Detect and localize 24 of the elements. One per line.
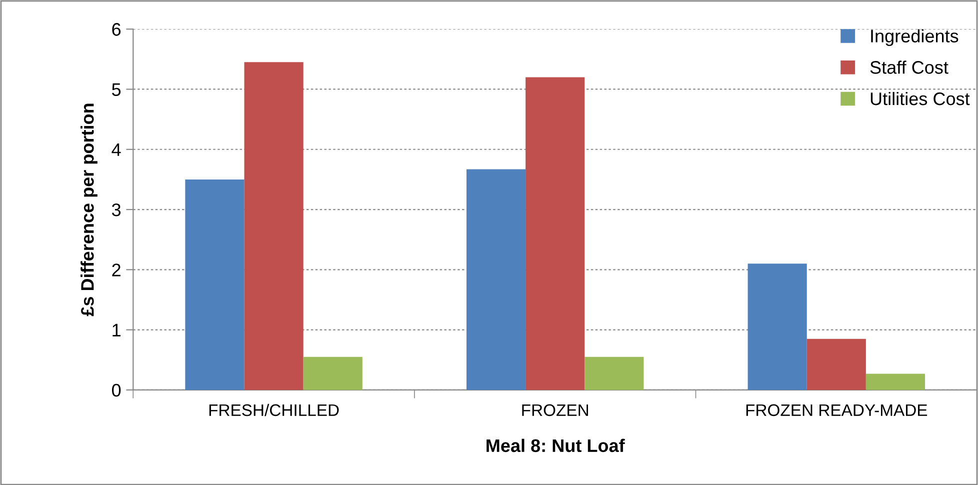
bar <box>244 62 304 390</box>
bar <box>584 356 644 390</box>
y-tick-label: 5 <box>112 83 121 96</box>
bar <box>866 374 925 390</box>
bar <box>303 356 362 390</box>
x-tick-label: FRESH/CHILLED <box>209 404 339 416</box>
x-tick-label: FROZEN READY-MADE <box>746 404 928 416</box>
y-tick-label: 2 <box>112 264 120 276</box>
legend-label: Ingredients <box>871 29 958 46</box>
x-tick-label: FROZEN <box>522 404 588 416</box>
y-tick-label: 4 <box>112 144 121 156</box>
bar <box>466 169 526 390</box>
bar <box>185 179 244 390</box>
y-tick-label: 6 <box>112 23 121 36</box>
legend-label: Staff Cost <box>870 60 948 74</box>
y-tick-label: 1 <box>112 324 120 336</box>
y-axis-title: £s Difference per portion <box>80 104 98 316</box>
bar <box>526 77 585 390</box>
x-axis-title: Meal 8: Nut Loaf <box>486 438 625 452</box>
y-tick-label: 0 <box>112 384 121 397</box>
bar <box>748 264 807 390</box>
bar <box>806 338 866 390</box>
y-tick-label: 3 <box>112 203 121 216</box>
legend-label: Utilities Cost <box>870 92 970 106</box>
